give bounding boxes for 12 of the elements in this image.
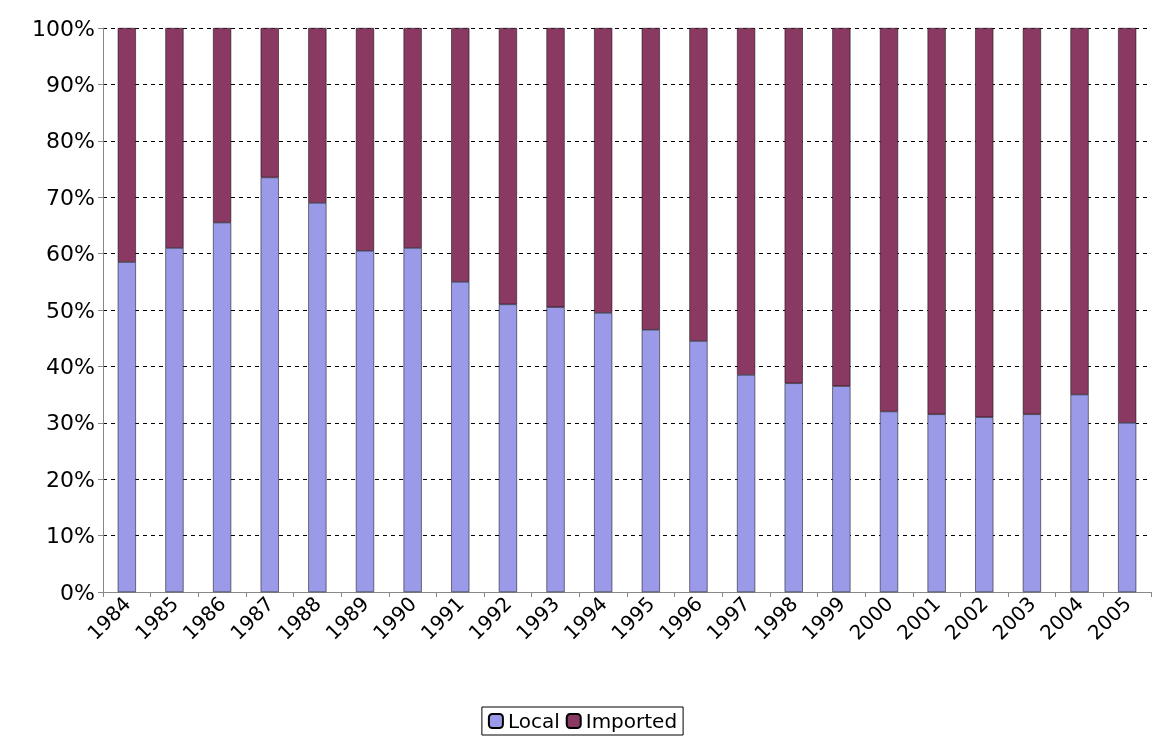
y-tick-label: 100% [32,15,95,41]
legend-label: Local [507,709,560,733]
y-tick-label: 40% [46,353,95,379]
y-tick-label: 80% [46,128,95,154]
y-tick-label: 50% [46,297,95,323]
y-tick-label: 10% [46,523,95,549]
y-tick-label: 90% [46,71,95,97]
y-tick-label: 70% [46,184,95,210]
y-tick-label: 30% [46,410,95,436]
legend-label: Imported [585,709,678,733]
y-tick-label: 20% [46,466,95,492]
y-tick-label: 60% [46,241,95,267]
